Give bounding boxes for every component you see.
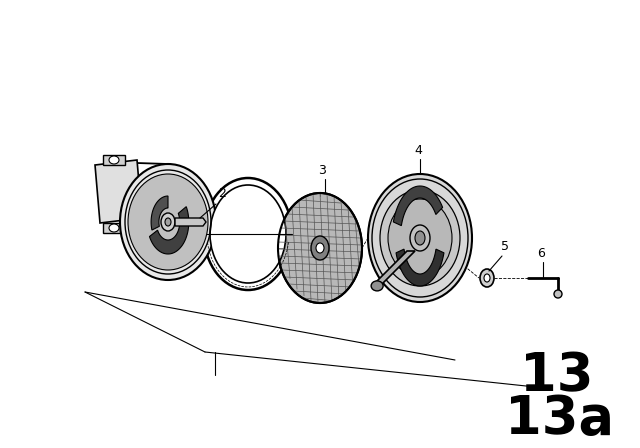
Ellipse shape <box>311 236 329 260</box>
Text: 2: 2 <box>218 187 226 200</box>
Polygon shape <box>396 249 444 286</box>
Ellipse shape <box>554 290 562 298</box>
Polygon shape <box>103 223 125 233</box>
Polygon shape <box>372 251 415 286</box>
Ellipse shape <box>109 156 119 164</box>
Ellipse shape <box>484 274 490 282</box>
Ellipse shape <box>368 174 472 302</box>
Ellipse shape <box>410 225 430 251</box>
Ellipse shape <box>109 224 119 232</box>
Text: 13a: 13a <box>505 393 614 445</box>
Text: 5: 5 <box>501 240 509 253</box>
Polygon shape <box>150 207 189 254</box>
Ellipse shape <box>380 190 460 286</box>
Ellipse shape <box>278 193 362 303</box>
Ellipse shape <box>204 178 292 290</box>
Ellipse shape <box>480 269 494 287</box>
Ellipse shape <box>161 213 175 231</box>
Ellipse shape <box>371 281 383 291</box>
Ellipse shape <box>388 199 452 277</box>
Text: 13: 13 <box>520 350 593 402</box>
Polygon shape <box>175 218 206 226</box>
Polygon shape <box>151 196 168 230</box>
Text: 6: 6 <box>537 247 545 260</box>
Ellipse shape <box>210 185 286 283</box>
Ellipse shape <box>120 164 216 280</box>
Ellipse shape <box>415 231 425 245</box>
Ellipse shape <box>128 174 208 270</box>
Ellipse shape <box>165 218 171 226</box>
Polygon shape <box>103 155 125 165</box>
Polygon shape <box>394 186 443 226</box>
Ellipse shape <box>316 243 324 253</box>
Polygon shape <box>95 160 142 223</box>
Text: 3: 3 <box>318 164 326 177</box>
Text: 4: 4 <box>414 144 422 157</box>
Ellipse shape <box>278 193 362 303</box>
